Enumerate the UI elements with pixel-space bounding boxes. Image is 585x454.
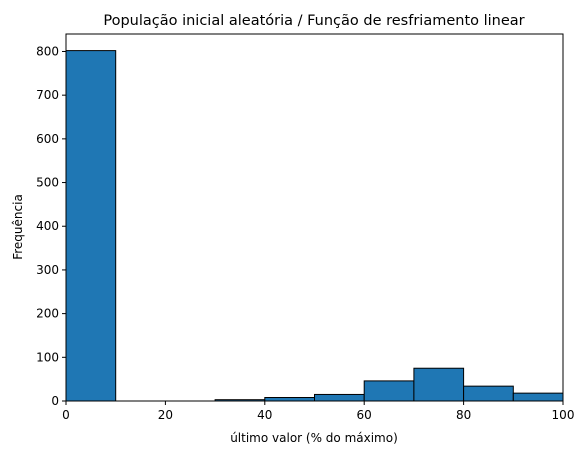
histogram-bar-5 [264, 397, 315, 402]
histogram-bar-10 [512, 392, 564, 402]
y-tick-label: 600 [36, 132, 59, 146]
x-tick-label: 80 [456, 408, 471, 422]
y-axis-ticks: 0 100 200 300 400 500 600 700 800 [36, 44, 66, 408]
x-tick-label: 20 [158, 408, 173, 422]
plot-frame [65, 33, 564, 402]
bars-group [65, 50, 564, 402]
y-tick-label: 500 [36, 176, 59, 190]
y-tick-label: 100 [36, 350, 59, 364]
histogram-bar-9 [463, 385, 514, 402]
y-tick-label: 0 [51, 394, 59, 408]
chart-title: População inicial aleatória / Função de … [103, 13, 524, 29]
y-tick-label: 700 [36, 88, 59, 102]
y-tick-label: 800 [36, 44, 59, 58]
histogram-bar-1 [65, 50, 117, 402]
y-tick-label: 300 [36, 263, 59, 277]
x-axis-ticks: 0 20 40 60 80 100 [62, 401, 574, 422]
x-tick-label: 60 [357, 408, 372, 422]
y-tick-label: 400 [36, 219, 59, 233]
x-tick-label: 0 [62, 408, 70, 422]
histogram-bar-7 [363, 380, 415, 402]
histogram-bar-6 [314, 393, 365, 402]
x-tick-label: 100 [552, 408, 575, 422]
y-axis-label: Frequência [11, 194, 25, 260]
x-axis-label: último valor (% do máximo) [230, 431, 398, 445]
histogram-bar-8 [413, 367, 465, 402]
y-tick-label: 200 [36, 307, 59, 321]
x-tick-label: 40 [257, 408, 272, 422]
